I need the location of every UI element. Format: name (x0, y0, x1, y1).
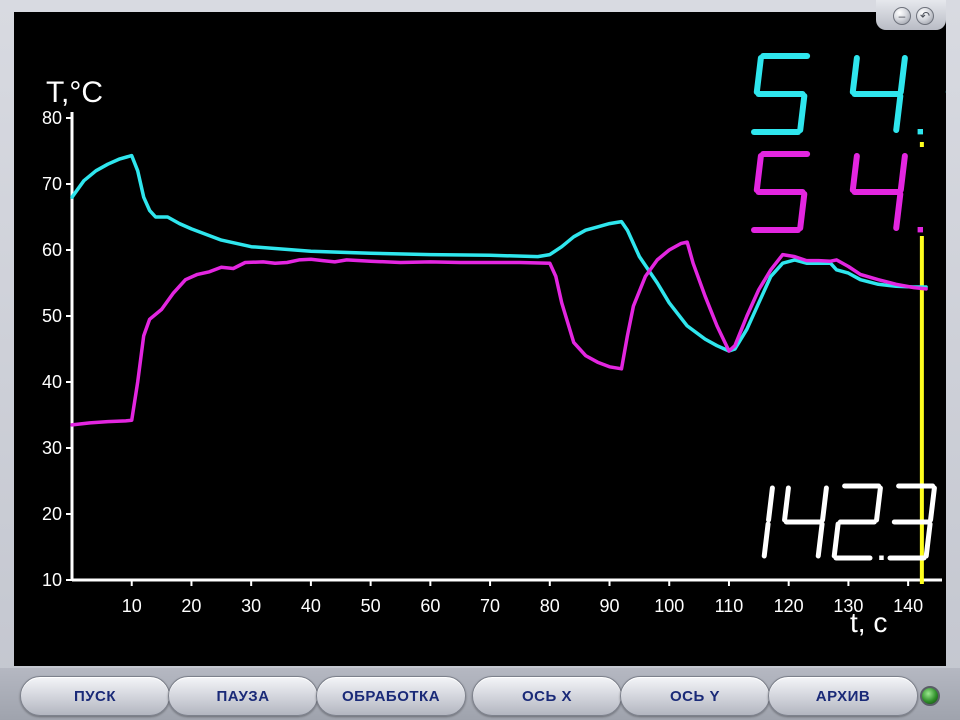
x-axis-button[interactable]: ОСЬ X (472, 676, 622, 716)
y-tick-label: 60 (42, 240, 62, 260)
start-button[interactable]: ПУСК (20, 676, 170, 716)
x-tick-label: 120 (774, 596, 804, 616)
window-buttons: – ↶ (876, 0, 946, 30)
digit-segment (928, 485, 937, 523)
digit-segment (831, 521, 841, 559)
close-icon: ↶ (919, 9, 931, 23)
x-tick-label: 40 (301, 596, 321, 616)
digit-segment (897, 55, 908, 95)
x-tick-label: 140 (893, 596, 923, 616)
y-tick-label: 50 (42, 306, 62, 326)
x-tick-label: 30 (241, 596, 261, 616)
time-value-readout (761, 483, 937, 561)
pause-button[interactable]: ПАУЗА (168, 676, 318, 716)
decimal-point (879, 555, 884, 560)
digit-segment (893, 191, 904, 231)
temperature-chart: 10 20 30 40 50 60 70 80 10 20 30 40 50 60 70 80 90 100 110… (42, 53, 946, 638)
processing-button[interactable]: ОБРАБОТКА (316, 676, 466, 716)
digit-segment (797, 93, 808, 133)
y-tick-label: 70 (42, 174, 62, 194)
digit-segment (753, 153, 764, 193)
digit-segment (782, 485, 791, 523)
status-indicator-led (920, 686, 940, 706)
digit-segment (923, 521, 933, 559)
digit-segment (815, 521, 825, 559)
decimal-point (917, 227, 923, 233)
x-tick-label: 20 (181, 596, 201, 616)
series-line-cyan (70, 153, 928, 353)
digit-segment (897, 153, 908, 193)
x-tick-label: 110 (715, 596, 744, 616)
x-tick-label: 70 (480, 596, 500, 616)
minimize-icon: – (898, 9, 906, 23)
y-axis-label: T,°C (46, 76, 103, 109)
archive-button[interactable]: АРХИВ (768, 676, 918, 716)
x-tick-label: 80 (540, 596, 560, 616)
digit-segment (766, 485, 775, 523)
minimize-button[interactable]: – (893, 7, 911, 25)
y-tick-label: 30 (42, 438, 62, 458)
x-tick-label: 10 (122, 596, 142, 616)
y-axis-button[interactable]: ОСЬ Y (620, 676, 770, 716)
x-tick-label: 130 (833, 596, 863, 616)
close-button[interactable]: ↶ (916, 7, 934, 25)
digit-segment (849, 55, 860, 95)
x-tick-label: 60 (420, 596, 440, 616)
digit-segment (849, 153, 860, 193)
y-tick-label: 10 (42, 570, 62, 590)
digit-segment (820, 485, 829, 523)
y-tick-label: 80 (42, 108, 62, 128)
y-tick-label: 20 (42, 504, 62, 524)
digit-segment (761, 521, 771, 559)
digit-segment (753, 55, 764, 95)
digit-segment (893, 93, 904, 133)
y-tick-label: 40 (42, 372, 62, 392)
magenta-value-readout (751, 151, 923, 233)
x-tick-label: 90 (600, 596, 620, 616)
chart-screen: 10 20 30 40 50 60 70 80 10 20 30 40 50 60 70 80 90 100 110… (14, 12, 946, 666)
cyan-value-readout (751, 53, 946, 135)
x-tick-label: 50 (361, 596, 381, 616)
x-tick-label: 100 (654, 596, 684, 616)
digit-segment (874, 485, 883, 523)
series-line-magenta (70, 240, 928, 427)
x-axis-label: t, c (850, 607, 887, 638)
decimal-point (917, 129, 923, 135)
digit-segment (797, 191, 808, 231)
